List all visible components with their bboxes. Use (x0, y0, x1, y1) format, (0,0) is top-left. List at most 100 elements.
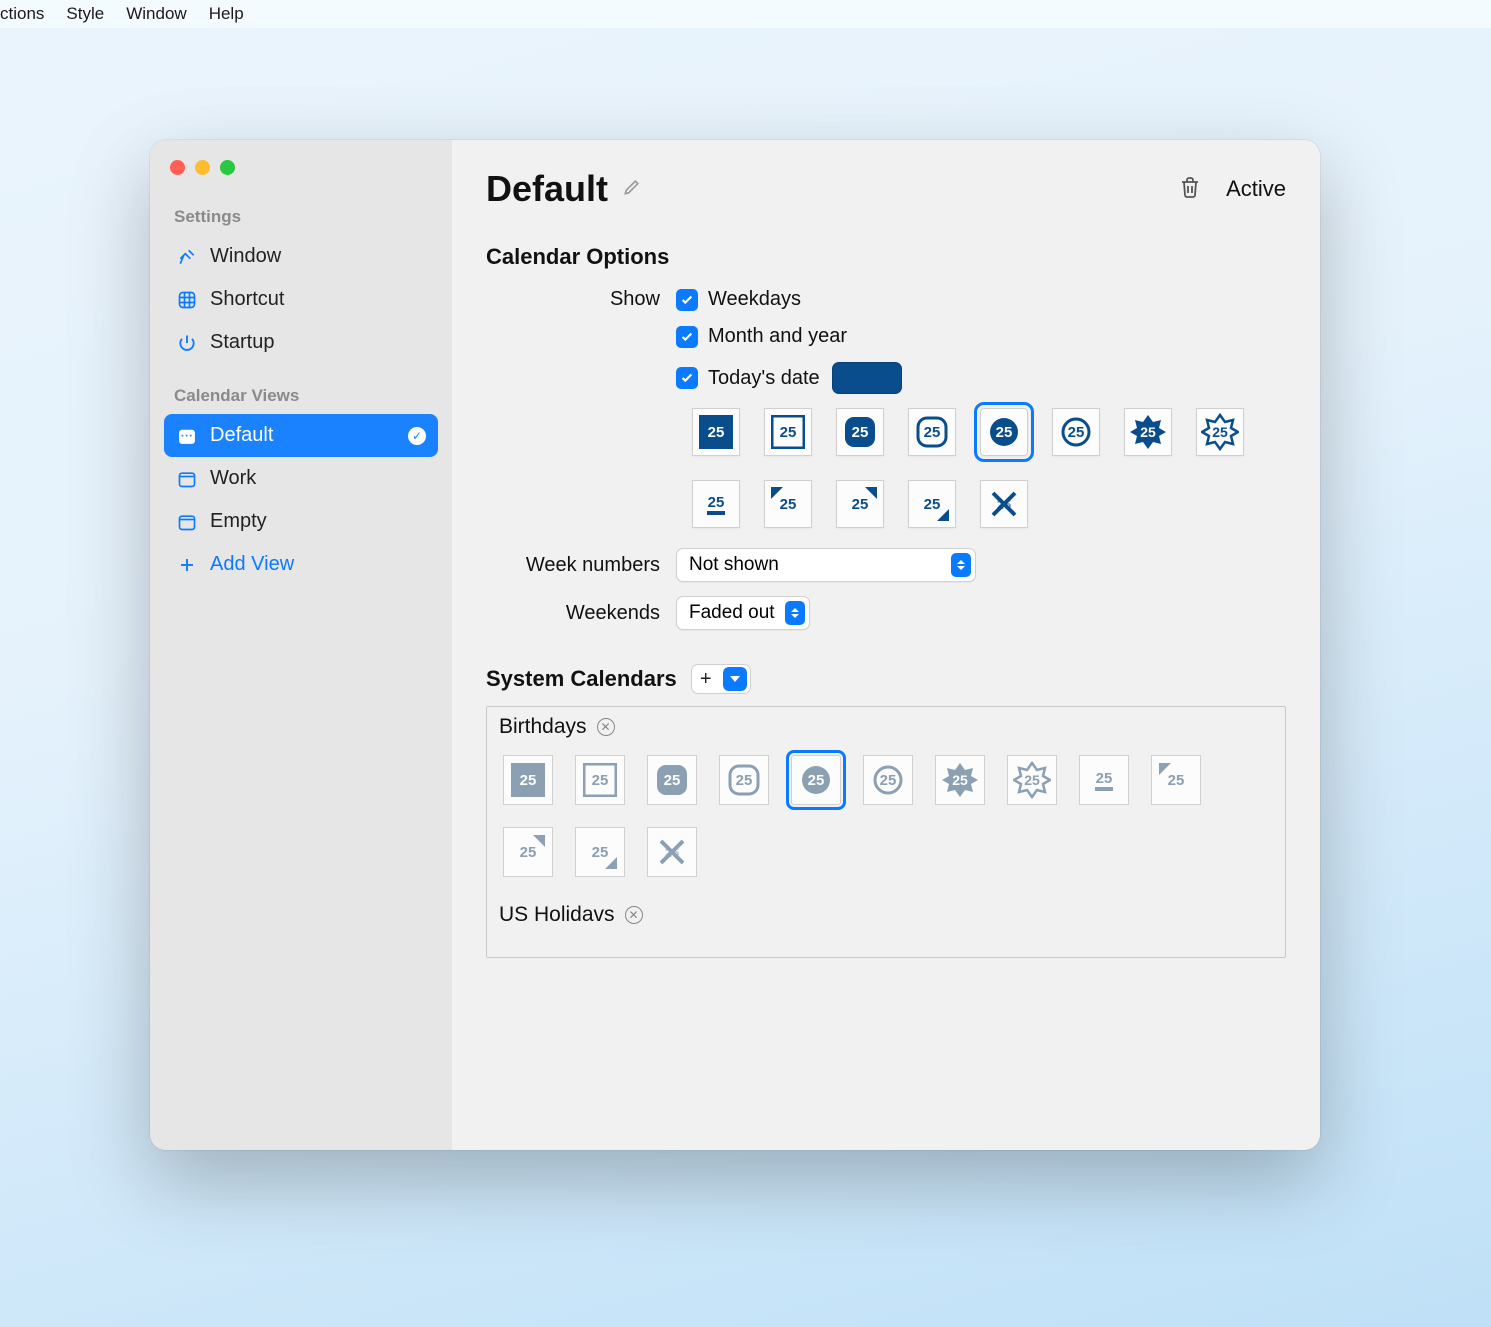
svg-text:25: 25 (592, 772, 609, 789)
menu-item[interactable]: ctions (0, 4, 44, 24)
sidebar-item-empty[interactable]: Empty (164, 500, 438, 543)
check-icon: ✓ (408, 427, 426, 445)
calendar-row-holidays: US Holidavs ✕ (499, 903, 1273, 927)
show-today-row: Today's date (486, 362, 1286, 394)
chevron-down-icon (723, 667, 747, 691)
date-style-option[interactable]: 25 (908, 480, 956, 528)
add-view-button[interactable]: Add View (164, 543, 438, 586)
menu-item[interactable]: Window (126, 4, 186, 24)
sidebar-item-label: Empty (210, 510, 267, 533)
weekdays-checkbox[interactable] (676, 289, 698, 311)
remove-calendar-button[interactable]: ✕ (597, 718, 615, 736)
date-style-option[interactable]: 25 (863, 755, 913, 805)
calendar-icon (176, 468, 198, 490)
week-numbers-select[interactable]: Not shown (676, 548, 976, 582)
svg-text:25: 25 (852, 496, 869, 513)
delete-button[interactable] (1178, 175, 1202, 204)
svg-text:25: 25 (880, 772, 897, 789)
sidebar-item-label: Window (210, 245, 281, 268)
week-numbers-value: Not shown (689, 554, 779, 576)
date-style-option[interactable]: 25 (935, 755, 985, 805)
weekends-label: Weekends (486, 602, 676, 625)
sidebar: Settings Window Shortcut Startup Calenda… (150, 140, 452, 1150)
date-style-option[interactable]: 25 (575, 827, 625, 877)
sidebar-item-shortcut[interactable]: Shortcut (164, 278, 438, 321)
svg-text:25: 25 (780, 424, 797, 441)
date-style-option[interactable]: 25 (791, 755, 841, 805)
today-color-swatch[interactable] (832, 362, 902, 394)
date-style-option[interactable]: 25 (908, 408, 956, 456)
today-checkbox[interactable] (676, 367, 698, 389)
close-button[interactable] (170, 160, 185, 175)
date-style-option[interactable]: 25 (692, 408, 740, 456)
date-style-option[interactable]: 25 (1007, 755, 1057, 805)
window-controls (164, 160, 438, 175)
svg-text:25: 25 (1096, 770, 1113, 787)
sidebar-item-default[interactable]: Default ✓ (164, 414, 438, 457)
svg-text:25: 25 (996, 424, 1013, 441)
sidebar-item-window[interactable]: Window (164, 235, 438, 278)
date-style-option[interactable]: 25 (1124, 408, 1172, 456)
svg-text:25: 25 (736, 772, 753, 789)
birthdays-style-grid: 25 25 25 25 25 25 25 25 25 25 25 25 25 (499, 751, 1273, 881)
date-style-option[interactable]: 25 (1079, 755, 1129, 805)
system-calendars-header: System Calendars + (486, 664, 1286, 694)
stepper-icon (951, 553, 971, 577)
date-style-option[interactable]: 25 (1151, 755, 1201, 805)
svg-text:25: 25 (852, 424, 869, 441)
monthyear-checkbox[interactable] (676, 326, 698, 348)
calendar-name: US Holidavs (499, 903, 615, 927)
show-weekdays-row: Show Weekdays (486, 288, 1286, 311)
date-style-option[interactable]: 25 (719, 755, 769, 805)
date-style-option[interactable]: 25 (647, 755, 697, 805)
sidebar-item-label: Work (210, 467, 256, 490)
active-label[interactable]: Active (1226, 176, 1286, 202)
calendar-options-heading: Calendar Options (486, 244, 1286, 270)
date-style-option[interactable]: 25 (575, 755, 625, 805)
weekends-select[interactable]: Faded out (676, 596, 810, 630)
calendar-name: Birthdays (499, 715, 587, 739)
date-style-option[interactable]: 25 (764, 408, 812, 456)
date-style-option[interactable]: 25 (647, 827, 697, 877)
sidebar-item-label: Default (210, 424, 273, 447)
system-calendars-box: Birthdays ✕ 25 25 25 25 25 25 25 25 25 25 25 25 25 U… (486, 706, 1286, 958)
date-style-option[interactable]: 25 (764, 480, 812, 528)
add-calendar-button[interactable]: + (691, 664, 751, 694)
menubar: ctions Style Window Help (0, 0, 1491, 28)
date-style-option[interactable]: 25 (503, 755, 553, 805)
svg-text:25: 25 (1168, 772, 1185, 789)
menu-item[interactable]: Help (209, 4, 244, 24)
calendar-icon (176, 511, 198, 533)
svg-text:25: 25 (1140, 424, 1156, 440)
calendar-icon (176, 425, 198, 447)
date-style-option[interactable]: 25 (692, 480, 740, 528)
date-style-option[interactable]: 25 (980, 408, 1028, 456)
sidebar-item-label: Startup (210, 331, 274, 354)
sidebar-item-work[interactable]: Work (164, 457, 438, 500)
svg-text:25: 25 (1212, 424, 1228, 440)
date-style-option[interactable]: 25 (1052, 408, 1100, 456)
edit-title-button[interactable] (622, 177, 642, 202)
date-style-option[interactable]: 25 (980, 480, 1028, 528)
sidebar-item-startup[interactable]: Startup (164, 321, 438, 364)
date-style-option[interactable]: 25 (836, 480, 884, 528)
sidebar-section-views: Calendar Views (164, 382, 438, 414)
show-label: Show (486, 288, 676, 311)
today-style-grid: 25 25 25 25 25 25 25 25 25 25 25 25 25 (692, 408, 1286, 528)
sidebar-item-label: Shortcut (210, 288, 284, 311)
today-label: Today's date (708, 367, 820, 390)
svg-text:25: 25 (520, 844, 537, 861)
date-style-option[interactable]: 25 (1196, 408, 1244, 456)
minimize-button[interactable] (195, 160, 210, 175)
week-numbers-row: Week numbers Not shown (486, 548, 1286, 582)
weekends-row: Weekends Faded out (486, 596, 1286, 630)
zoom-button[interactable] (220, 160, 235, 175)
svg-text:25: 25 (708, 494, 725, 511)
system-calendars-heading: System Calendars (486, 666, 677, 692)
date-style-option[interactable]: 25 (836, 408, 884, 456)
monthyear-label: Month and year (708, 325, 847, 348)
remove-calendar-button[interactable]: ✕ (625, 906, 643, 924)
preferences-window: Settings Window Shortcut Startup Calenda… (150, 140, 1320, 1150)
menu-item[interactable]: Style (66, 4, 104, 24)
date-style-option[interactable]: 25 (503, 827, 553, 877)
